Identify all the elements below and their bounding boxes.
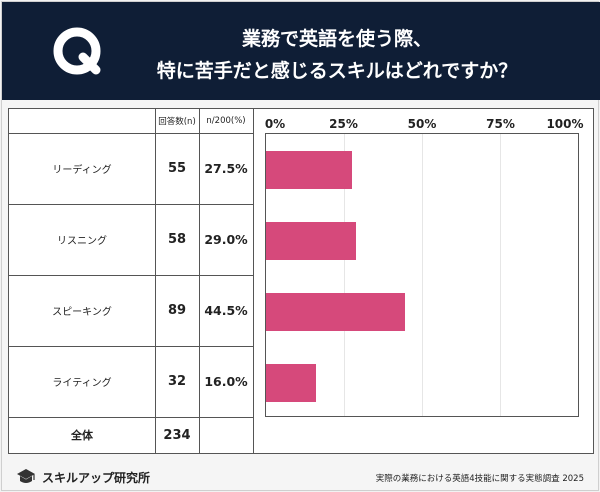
x-tick-label: 100% [546,117,584,131]
x-tick-label: 0% [264,117,286,131]
total-count: 234 [163,427,191,443]
total-label: 全体 [71,429,93,442]
bar-1 [266,150,352,189]
row-count-speaking: 89 [167,303,187,318]
bar-3 [266,292,405,331]
bar-4 [266,363,316,402]
x-tick-label: 25% [329,117,358,131]
brand-name: スキルアップ研究所 [42,470,151,485]
row-label-writing: ライティング [52,378,112,389]
gridline [344,134,345,416]
row-label-listening: リスニング [57,236,107,247]
results-table: 回答数(n) n/200(%) リーディング 55 27.5% リスニング 58… [8,108,594,454]
table-divider [9,204,253,205]
gridline [422,134,423,416]
survey-source-note: 実際の業務における英語4技能に関する実態調査 2025 [375,474,584,484]
table-divider [199,109,200,453]
x-tick-label: 75% [486,117,515,131]
col-header-count: 回答数(n) [158,117,196,127]
row-count-listening: 58 [167,232,187,247]
row-percent-writing: 16.0% [204,374,248,389]
q-badge-icon [50,24,106,80]
question-title-line1: 業務で英語を使う際、 [241,28,432,50]
row-percent-reading: 27.5% [204,161,248,176]
row-percent-listening: 29.0% [204,232,248,247]
question-header: 業務で英語を使う際、 特に苦手だと感じるスキルはどれですか？ [2,2,600,100]
gridline [500,134,501,416]
graduation-cap-icon [17,469,35,483]
brand-logo: スキルアップ研究所 [16,468,150,486]
row-label-speaking: スピーキング [52,307,112,318]
row-percent-speaking: 44.5% [204,303,248,318]
table-divider [9,417,253,418]
table-divider [9,275,253,276]
row-label-reading: リーディング [52,165,112,176]
table-divider [9,346,253,347]
table-divider [9,133,253,134]
x-tick-label: 50% [407,117,437,131]
col-header-percent: n/200(%) [206,116,246,126]
row-count-writing: 32 [167,374,187,389]
table-divider [155,109,156,453]
bar-2 [266,221,357,260]
row-count-reading: 55 [167,161,187,176]
table-divider [253,109,254,453]
bar-chart-plot [265,133,579,417]
question-title-line2: 特に苦手だと感じるスキルはどれですか？ [156,60,518,82]
